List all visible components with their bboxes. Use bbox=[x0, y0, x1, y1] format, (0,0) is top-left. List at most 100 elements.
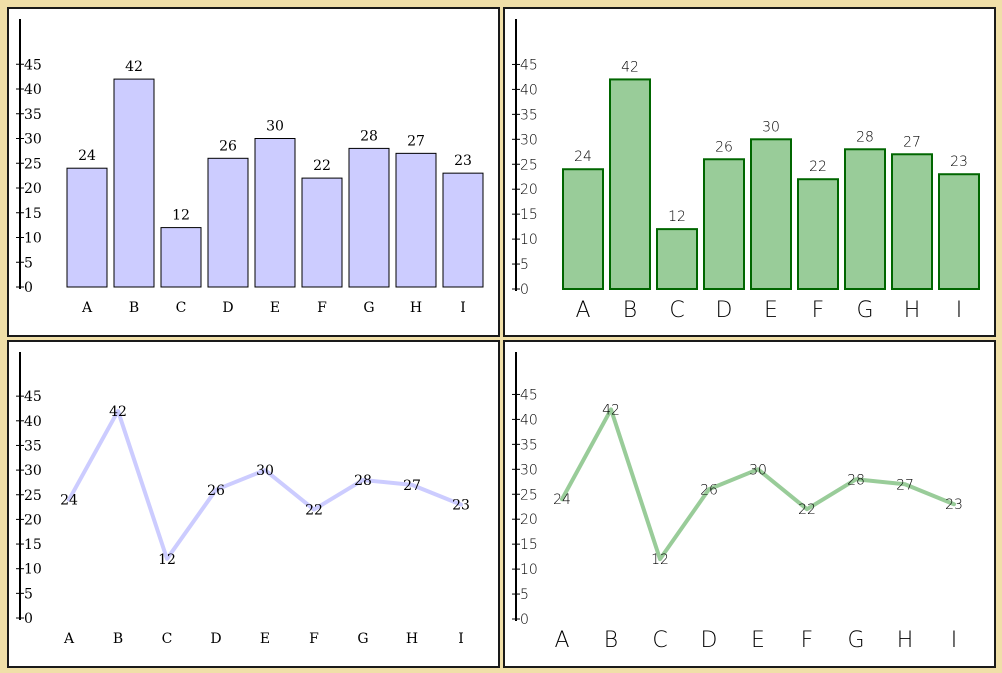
y-tick-label: 25 bbox=[24, 488, 42, 504]
x-category-label: C bbox=[176, 300, 187, 316]
x-category-label: G bbox=[363, 300, 374, 316]
y-tick-label: 35 bbox=[24, 438, 42, 454]
bar bbox=[113, 78, 155, 288]
x-category-label: F bbox=[317, 300, 327, 316]
bar-value-label: 42 bbox=[621, 59, 639, 75]
bar-value-label: 30 bbox=[266, 119, 284, 135]
y-tick-label: 40 bbox=[24, 414, 42, 430]
x-category-label: E bbox=[270, 300, 280, 316]
x-category-label: G bbox=[357, 631, 368, 647]
point-value-label: 22 bbox=[798, 502, 816, 518]
bar bbox=[160, 227, 202, 288]
bar bbox=[66, 167, 108, 288]
x-category-label: I bbox=[951, 628, 958, 653]
y-tick-label: 30 bbox=[24, 132, 42, 148]
point-value-label: 28 bbox=[354, 473, 372, 489]
y-tick-label: 10 bbox=[24, 562, 42, 578]
bar-value-label: 24 bbox=[574, 149, 592, 165]
y-tick-label: 5 bbox=[520, 587, 529, 603]
x-category-label: E bbox=[751, 628, 765, 653]
x-category-label: C bbox=[162, 631, 173, 647]
series-line bbox=[67, 408, 463, 561]
x-category-label: B bbox=[604, 628, 618, 653]
y-tick-label: 20 bbox=[520, 182, 538, 198]
y-tick-label: 35 bbox=[520, 107, 538, 123]
y-tick-label: 0 bbox=[24, 280, 33, 296]
x-category-label: I bbox=[956, 298, 963, 323]
bar-value-label: 23 bbox=[454, 153, 472, 169]
y-tick-label: 45 bbox=[520, 387, 538, 403]
bar-chart-purple-svg: 0 5 10 15 20 25 30 35 40 45 A B C D E F G H I 24 42 12 26 30 22 2… bbox=[16, 19, 484, 316]
point-value-label: 26 bbox=[207, 483, 225, 499]
x-category-label: C bbox=[652, 628, 667, 653]
bar-chart-green: 0 5 10 15 20 25 30 35 40 45 A B C D E F G H I 24 42 12 26 30 22 2… bbox=[503, 7, 996, 337]
y-tick-label: 10 bbox=[24, 231, 42, 247]
y-tick-label: 25 bbox=[520, 487, 538, 503]
point-value-label: 24 bbox=[553, 492, 571, 508]
bar-value-label: 30 bbox=[762, 119, 780, 135]
line-chart-purple: 0 5 10 15 20 25 30 35 40 45 A B C D E F G H I 24 42 12 26 30 22 2… bbox=[7, 340, 500, 668]
y-tick-label: 15 bbox=[24, 206, 42, 222]
y-tick-label: 30 bbox=[520, 462, 538, 478]
bar-value-label: 42 bbox=[125, 59, 143, 75]
bar-value-label: 22 bbox=[809, 159, 827, 175]
bar-value-label: 12 bbox=[172, 208, 190, 224]
y-tick-label: 5 bbox=[24, 255, 33, 271]
y-tick-label: 45 bbox=[24, 389, 42, 405]
y-tick-label: 40 bbox=[520, 412, 538, 428]
point-value-label: 24 bbox=[60, 493, 78, 509]
x-category-label: A bbox=[575, 298, 590, 323]
line-chart-green: 0 5 10 15 20 25 30 35 40 45 A B C D E F G H I 24 42 12 26 30 22 2… bbox=[503, 340, 996, 668]
bar bbox=[656, 228, 698, 290]
point-value-label: 42 bbox=[602, 402, 620, 418]
bar-value-label: 12 bbox=[668, 209, 686, 225]
point-value-label: 12 bbox=[651, 552, 669, 568]
x-category-label: E bbox=[260, 631, 270, 647]
x-category-label: I bbox=[458, 631, 464, 647]
point-value-label: 22 bbox=[305, 503, 323, 519]
x-category-label: B bbox=[113, 631, 123, 647]
x-category-label: B bbox=[623, 298, 637, 323]
x-category-label: H bbox=[904, 298, 921, 323]
point-value-label: 23 bbox=[945, 497, 963, 513]
bar bbox=[562, 168, 604, 291]
y-tick-label: 15 bbox=[520, 537, 538, 553]
x-category-label: H bbox=[897, 628, 914, 653]
x-category-label: A bbox=[554, 628, 569, 653]
series-line bbox=[560, 407, 956, 562]
y-tick-label: 0 bbox=[24, 611, 33, 627]
y-tick-label: 25 bbox=[520, 157, 538, 173]
x-category-label: D bbox=[716, 298, 733, 323]
y-tick-label: 30 bbox=[24, 463, 42, 479]
bar-value-label: 26 bbox=[219, 138, 237, 154]
bar-value-label: 22 bbox=[313, 158, 331, 174]
y-tick-label: 5 bbox=[520, 257, 529, 273]
bar bbox=[891, 153, 933, 290]
y-tick-label: 0 bbox=[520, 282, 529, 298]
point-value-label: 28 bbox=[847, 472, 865, 488]
x-category-label: D bbox=[701, 628, 718, 653]
x-category-label: H bbox=[406, 631, 418, 647]
x-category-label: E bbox=[764, 298, 778, 323]
y-tick-label: 40 bbox=[24, 82, 42, 98]
y-tick-label: 45 bbox=[24, 57, 42, 73]
y-tick-label: 25 bbox=[24, 156, 42, 172]
x-category-label: F bbox=[309, 631, 319, 647]
x-category-label: G bbox=[856, 298, 873, 323]
bar bbox=[207, 157, 249, 288]
x-category-label: F bbox=[801, 628, 814, 653]
point-value-label: 30 bbox=[256, 463, 274, 479]
point-value-label: 12 bbox=[158, 552, 176, 568]
x-category-label: F bbox=[812, 298, 825, 323]
bar bbox=[609, 78, 651, 290]
bar-value-label: 27 bbox=[903, 134, 921, 150]
x-category-label: C bbox=[669, 298, 684, 323]
x-category-label: H bbox=[410, 300, 422, 316]
bar-value-label: 27 bbox=[407, 133, 425, 149]
x-category-label: I bbox=[460, 300, 466, 316]
x-category-label: G bbox=[847, 628, 864, 653]
bar bbox=[938, 173, 980, 290]
x-category-label: A bbox=[63, 631, 75, 647]
bar-value-label: 24 bbox=[78, 148, 96, 164]
x-category-label: B bbox=[129, 300, 139, 316]
